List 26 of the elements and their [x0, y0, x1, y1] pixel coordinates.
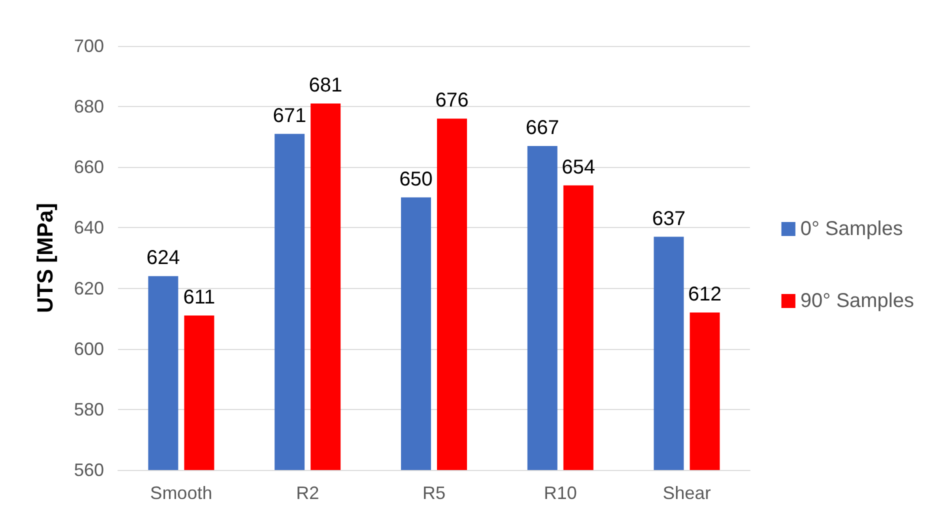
x-tick-label: R2: [296, 483, 320, 503]
data-label: 637: [652, 208, 686, 230]
data-label: 612: [688, 284, 722, 306]
y-tick-label: 600: [74, 338, 104, 359]
x-tick-label: Shear: [662, 483, 711, 503]
data-label: 676: [435, 90, 469, 112]
data-label: 650: [399, 168, 433, 190]
legend-label: 90° Samples: [800, 290, 914, 312]
y-tick-label: 660: [74, 157, 104, 178]
y-tick-label: 680: [74, 96, 104, 117]
y-tick-label: 620: [74, 278, 104, 298]
data-label: 667: [526, 116, 560, 139]
y-tick-label: 700: [74, 36, 104, 56]
y-tick-label: 580: [74, 399, 104, 420]
data-label: 611: [183, 286, 216, 309]
x-tick-label: Smooth: [150, 483, 212, 503]
y-tick-label: 640: [74, 218, 104, 238]
x-tick-label: R10: [544, 483, 577, 503]
data-label: 654: [562, 156, 596, 178]
legend-label: 0° Samples: [800, 218, 903, 240]
data-label: 681: [308, 74, 342, 97]
y-tick-label: 560: [74, 460, 104, 480]
x-tick-label: R5: [422, 483, 446, 503]
data-label: 671: [272, 104, 306, 127]
data-label: 624: [146, 247, 180, 270]
y-axis-title: UTS [MPa]: [32, 203, 58, 313]
